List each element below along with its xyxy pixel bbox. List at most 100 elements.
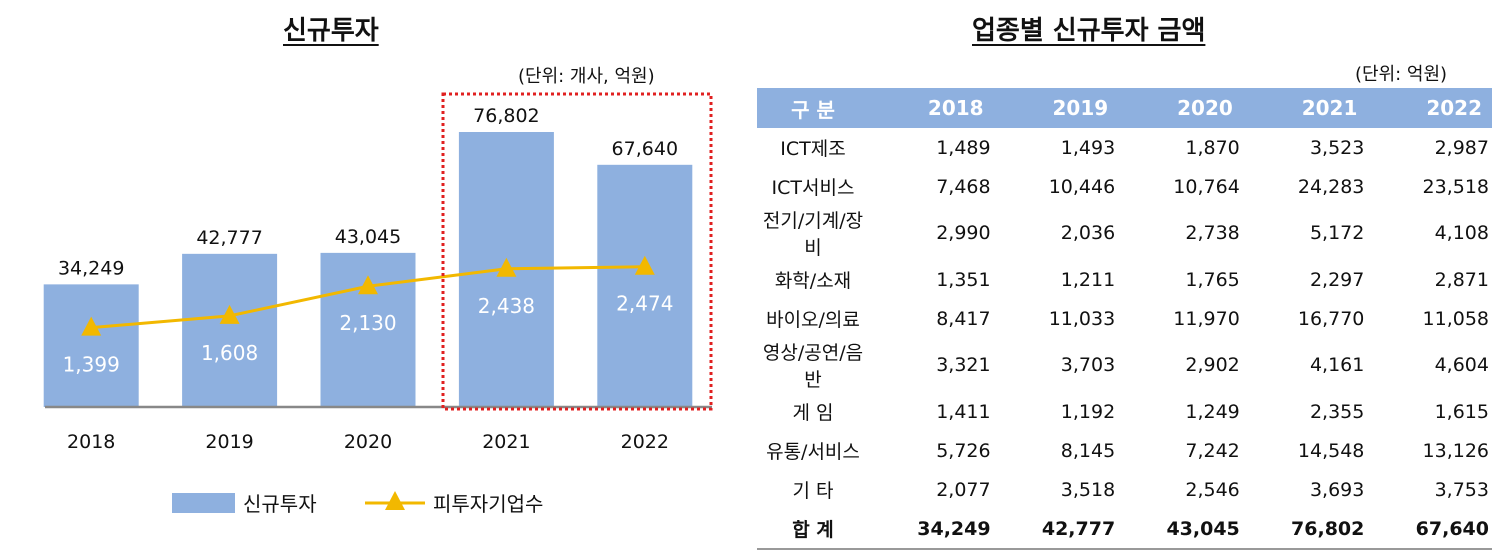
cell-value: 4,108 bbox=[1434, 222, 1489, 244]
bar-value-label: 43,045 bbox=[335, 226, 401, 248]
cell-value: 1,493 bbox=[1060, 136, 1116, 159]
investment-table: 구 분 2018 2019 2020 2021 2022 ICT제조 1,489 1,493 1… bbox=[757, 88, 1492, 550]
table-row: 화학/소재 1,351 1,211 1,765 2,297 2,871 bbox=[757, 260, 1492, 299]
table-row: 바이오/의료 8,417 11,033 11,970 16,770 11,058 bbox=[757, 299, 1492, 338]
table-row: 전기/기계/장비 2,990 2,036 2,738 5,172 4,108 bbox=[757, 206, 1492, 260]
table-row: ICT제조 1,489 1,493 1,870 3,523 2,987 bbox=[757, 128, 1492, 167]
header-year: 2021 bbox=[1301, 96, 1358, 120]
cell-value: 2,546 bbox=[1185, 478, 1240, 501]
bar-value-label: 76,802 bbox=[473, 105, 539, 127]
row-label: 게 임 bbox=[792, 402, 834, 424]
chart-unit-note: (단위: 개사, 억원) bbox=[518, 66, 655, 87]
bar-value-label: 42,777 bbox=[196, 227, 262, 249]
legend-label: 피투자기업수 bbox=[433, 492, 543, 516]
cell-value: 24,283 bbox=[1297, 175, 1365, 198]
cell-value: 1,489 bbox=[936, 136, 991, 159]
cell-value: 23,518 bbox=[1422, 175, 1489, 198]
table-title: 업종별 신규투자 금액 bbox=[972, 16, 1206, 46]
cell-value: 10,446 bbox=[1048, 175, 1116, 198]
chart-title: 신규투자 bbox=[283, 16, 379, 46]
legend-triangle-icon bbox=[385, 491, 405, 510]
cell-value: 2,355 bbox=[1309, 400, 1365, 423]
triangle-marker bbox=[81, 316, 102, 336]
cell-value: 1,192 bbox=[1060, 400, 1116, 423]
cell-value: 43,045 bbox=[1118, 509, 1243, 550]
bar-2018 bbox=[43, 284, 139, 407]
line-value-label: 1,399 bbox=[63, 353, 120, 377]
cell-value: 5,726 bbox=[936, 439, 991, 462]
cell-value: 14,548 bbox=[1297, 439, 1365, 462]
row-label: ICT제조 bbox=[780, 138, 846, 160]
cell-value: 2,297 bbox=[1309, 268, 1365, 291]
cell-value: 2,738 bbox=[1185, 222, 1240, 244]
cell-value: 1,351 bbox=[936, 268, 991, 291]
line-value-label: 2,438 bbox=[478, 294, 535, 318]
cell-value: 7,242 bbox=[1185, 439, 1240, 462]
cell-value: 8,145 bbox=[1060, 439, 1116, 462]
cell-value: 2,902 bbox=[1185, 354, 1240, 376]
cell-value: 8,417 bbox=[936, 307, 991, 330]
x-tick-label: 2020 bbox=[344, 431, 392, 453]
row-label: 유통/서비스 bbox=[766, 441, 860, 463]
row-label: 합 계 bbox=[757, 509, 869, 550]
cell-value: 13,126 bbox=[1422, 439, 1489, 462]
legend-bar-swatch bbox=[172, 493, 235, 513]
x-tick-label: 2022 bbox=[621, 431, 669, 453]
cell-value: 67,640 bbox=[1367, 509, 1492, 550]
row-label: 영상/공연/음반 bbox=[762, 342, 864, 391]
table-row: 영상/공연/음반 3,321 3,703 2,902 4,161 4,604 bbox=[757, 338, 1492, 392]
cell-value: 16,770 bbox=[1297, 307, 1365, 330]
cell-value: 1,411 bbox=[936, 400, 991, 423]
triangle-marker bbox=[496, 257, 517, 277]
bar-2022 bbox=[597, 164, 693, 407]
cell-value: 3,523 bbox=[1309, 136, 1365, 159]
cell-value: 11,058 bbox=[1422, 307, 1489, 330]
header-year: 2018 bbox=[927, 96, 984, 120]
line-value-label: 2,130 bbox=[339, 311, 396, 335]
legend-label: 신규투자 bbox=[243, 492, 317, 516]
header-year: 2020 bbox=[1177, 96, 1233, 120]
x-tick-label: 2019 bbox=[205, 431, 253, 453]
cell-value: 4,161 bbox=[1309, 354, 1365, 376]
row-label: ICT서비스 bbox=[771, 177, 855, 199]
cell-value: 4,604 bbox=[1434, 354, 1489, 376]
triangle-marker bbox=[219, 304, 240, 324]
cell-value: 2,990 bbox=[936, 222, 991, 244]
x-tick-label: 2021 bbox=[482, 431, 530, 453]
bar-2019 bbox=[182, 253, 278, 407]
row-label: 기 타 bbox=[792, 480, 834, 502]
cell-value: 1,211 bbox=[1060, 268, 1116, 291]
cell-value: 7,468 bbox=[936, 175, 991, 198]
cell-value: 3,753 bbox=[1434, 478, 1489, 501]
highlight-box bbox=[441, 92, 713, 411]
bar-value-label: 34,249 bbox=[58, 257, 124, 279]
table-row: 기 타 2,077 3,518 2,546 3,693 3,753 bbox=[757, 470, 1492, 509]
cell-value: 2,987 bbox=[1434, 136, 1489, 159]
cell-value: 2,036 bbox=[1060, 222, 1116, 244]
header-year: 2022 bbox=[1426, 96, 1482, 120]
table-header-row: 구 분 2018 2019 2020 2021 2022 bbox=[757, 88, 1492, 128]
header-category: 구 분 bbox=[791, 97, 835, 122]
cell-value: 42,777 bbox=[993, 509, 1119, 550]
line-value-label: 1,608 bbox=[201, 341, 258, 365]
triangle-marker bbox=[358, 275, 378, 295]
cell-value: 34,249 bbox=[869, 509, 994, 550]
cell-value: 1,870 bbox=[1185, 136, 1240, 159]
header-year: 2019 bbox=[1052, 96, 1109, 120]
cell-value: 1,615 bbox=[1434, 400, 1489, 423]
cell-value: 5,172 bbox=[1309, 222, 1365, 244]
cell-value: 11,970 bbox=[1173, 307, 1240, 330]
bar-value-label: 67,640 bbox=[612, 138, 678, 160]
row-label: 화학/소재 bbox=[774, 270, 852, 292]
combo-chart: 34,249 2018 42,777 2019 43,045 2020 76,802 2021… bbox=[43, 92, 713, 516]
x-tick-label: 2018 bbox=[67, 431, 115, 453]
table-row: 유통/서비스 5,726 8,145 7,242 14,548 13,126 bbox=[757, 431, 1492, 470]
cell-value: 3,518 bbox=[1060, 478, 1116, 501]
triangle-marker bbox=[634, 255, 655, 275]
cell-value: 2,871 bbox=[1434, 268, 1489, 291]
line-value-label: 2,474 bbox=[616, 292, 673, 316]
cell-value: 76,802 bbox=[1242, 509, 1368, 550]
cell-value: 11,033 bbox=[1048, 307, 1116, 330]
cell-value: 10,764 bbox=[1173, 175, 1240, 198]
table-row: ICT서비스 7,468 10,446 10,764 24,283 23,518 bbox=[757, 167, 1492, 206]
